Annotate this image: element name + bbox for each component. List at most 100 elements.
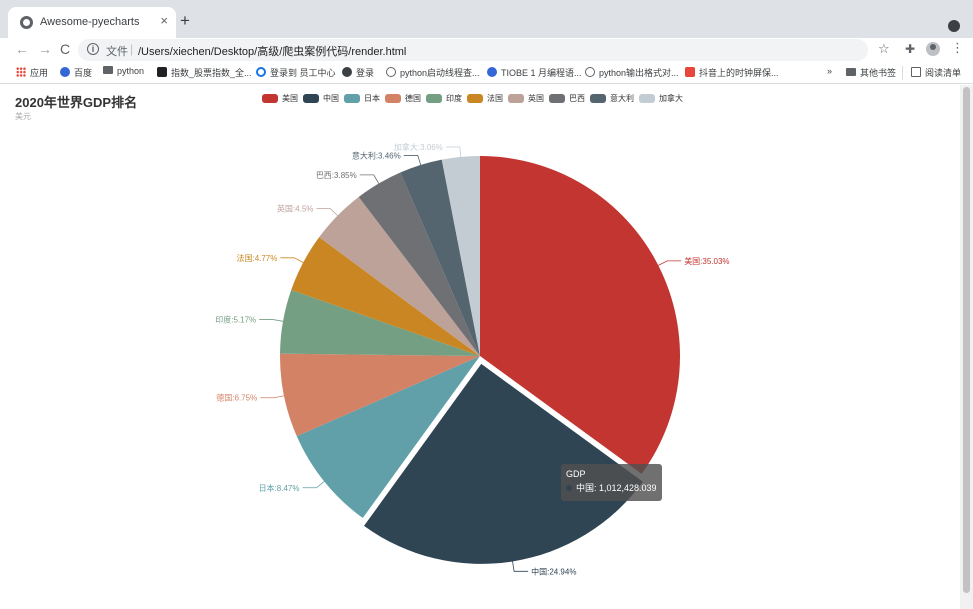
apps-grid-icon bbox=[16, 67, 26, 77]
pie-slice[interactable] bbox=[296, 356, 480, 519]
tab-title: Awesome-pyecharts bbox=[40, 16, 140, 28]
tooltip-series: GDP bbox=[566, 469, 586, 479]
login-icon bbox=[256, 67, 266, 77]
slice-label: 日本:8.47% bbox=[259, 483, 300, 493]
slice-leader-line bbox=[403, 155, 422, 166]
bookmark-other[interactable]: 其他书签 bbox=[846, 66, 896, 79]
bookmark-login[interactable]: 登录 bbox=[342, 66, 374, 79]
legend-item[interactable]: 美国 bbox=[262, 93, 298, 104]
pie-slice[interactable] bbox=[363, 363, 643, 564]
legend-label: 日本 bbox=[364, 93, 380, 103]
slice-label: 英国:4.5% bbox=[277, 204, 313, 214]
bookmarks-overflow-button[interactable]: » bbox=[827, 66, 833, 76]
legend-item[interactable]: 法国 bbox=[467, 93, 503, 104]
bookmark-star-icon[interactable]: ☆ bbox=[878, 41, 890, 56]
baidu-paw-icon bbox=[60, 67, 70, 77]
pie-slice[interactable] bbox=[280, 353, 480, 437]
bookmark-douyin-clock[interactable]: 抖音上的时钟屏保... bbox=[685, 66, 779, 79]
legend-item[interactable]: 印度 bbox=[426, 93, 462, 104]
script-icon bbox=[585, 67, 595, 77]
slice-label: 印度:5.17% bbox=[215, 315, 256, 325]
info-icon[interactable]: i bbox=[87, 43, 99, 55]
bookmark-tiobe[interactable]: TIOBE 1 月编程语... bbox=[487, 66, 582, 79]
pie-slice[interactable] bbox=[280, 289, 480, 356]
legend-item[interactable]: 意大利 bbox=[590, 93, 634, 104]
browser-toolbar: ← → C i 文件 | /Users/xiechen/Desktop/高级/爬… bbox=[0, 38, 973, 62]
slice-leader-line bbox=[260, 395, 285, 399]
legend-label: 印度 bbox=[446, 93, 462, 103]
slice-leader-line bbox=[316, 208, 338, 216]
slice-leader-line bbox=[445, 146, 462, 157]
tab-search-icon[interactable] bbox=[948, 20, 960, 32]
tooltip-color-dot bbox=[566, 485, 572, 491]
bookmark-python-folder[interactable]: python bbox=[103, 66, 144, 76]
legend-swatch bbox=[467, 93, 483, 103]
bookmarks-divider bbox=[902, 66, 903, 80]
site-icon bbox=[157, 67, 167, 77]
omnibox-separator: | bbox=[130, 42, 134, 56]
slice-label: 意大利:3.46% bbox=[352, 150, 401, 160]
legend-label: 美国 bbox=[282, 93, 298, 103]
bookmark-reading-list[interactable]: 阅读清单 bbox=[911, 66, 961, 79]
bookmark-apps[interactable]: 应用 bbox=[16, 66, 48, 79]
forward-button[interactable]: → bbox=[38, 41, 52, 57]
browser-menu-icon[interactable]: ⋮ bbox=[951, 40, 964, 55]
tooltip-value: 中国: 1,012,428.039 bbox=[566, 481, 662, 495]
pie-slice[interactable] bbox=[291, 237, 480, 356]
browser-tab[interactable]: Awesome-pyecharts × bbox=[8, 7, 176, 38]
slice-leader-line bbox=[512, 561, 529, 572]
reload-button[interactable]: C bbox=[60, 41, 71, 57]
legend-swatch bbox=[344, 93, 360, 103]
legend-swatch bbox=[262, 93, 278, 103]
legend-item[interactable]: 德国 bbox=[385, 93, 421, 104]
legend-item[interactable]: 英国 bbox=[508, 93, 544, 104]
legend-label: 中国 bbox=[323, 93, 339, 103]
bookmark-staff-center[interactable]: 登录到 员工中心 bbox=[256, 66, 336, 79]
pie-slice[interactable] bbox=[319, 196, 480, 356]
legend-swatch bbox=[508, 93, 524, 103]
bookmark-baidu[interactable]: 百度 bbox=[60, 66, 92, 79]
legend-swatch bbox=[590, 93, 606, 103]
pie-chart: 美国:35.03% 中国:24.94% 日本:8.47% 德国:6.75% 印度:5.1… bbox=[215, 142, 729, 576]
url-text[interactable]: /Users/xiechen/Desktop/高级/爬虫案例代码/render.… bbox=[138, 46, 407, 58]
legend-item[interactable]: 巴西 bbox=[549, 93, 585, 104]
legend-label: 巴西 bbox=[569, 93, 585, 103]
chart-tooltip: GDP 中国: 1,012,428.039 bbox=[561, 464, 662, 501]
profile-avatar[interactable] bbox=[926, 42, 940, 56]
back-button[interactable]: ← bbox=[15, 41, 29, 57]
pie-slice[interactable] bbox=[480, 156, 680, 474]
pie-slice[interactable] bbox=[358, 172, 480, 356]
globe-icon bbox=[342, 67, 352, 77]
reading-list-icon bbox=[911, 67, 921, 77]
new-tab-button[interactable]: + bbox=[180, 11, 190, 30]
slice-label: 加拿大:3.06% bbox=[394, 142, 443, 152]
chart-subtitle: 美元 bbox=[15, 112, 31, 121]
slice-leader-line bbox=[359, 174, 380, 184]
slice-leader-line bbox=[302, 481, 325, 489]
bookmark-python-format[interactable]: python输出格式对... bbox=[585, 66, 679, 79]
legend-item[interactable]: 加拿大 bbox=[639, 93, 683, 104]
legend-item[interactable]: 日本 bbox=[344, 93, 380, 104]
pie-slice[interactable] bbox=[400, 159, 480, 356]
close-tab-icon[interactable]: × bbox=[160, 13, 168, 28]
folder-icon bbox=[103, 66, 113, 74]
legend-label: 加拿大 bbox=[659, 93, 683, 103]
bookmarks-bar: 应用 百度 python 指数_股票指数_全... 登录到 员工中心 登录 py… bbox=[0, 62, 973, 84]
omnibox-file-label: 文件 bbox=[106, 46, 128, 58]
bookmark-stock-index[interactable]: 指数_股票指数_全... bbox=[157, 66, 252, 79]
script-icon bbox=[386, 67, 396, 77]
c-icon bbox=[685, 67, 695, 77]
pie-slice[interactable] bbox=[441, 156, 480, 356]
page-content: 2020年世界GDP排名 美元 美国 中国 日本 德国 印度 法国 英国 巴西 意大利 加拿大 美… bbox=[0, 85, 960, 609]
bookmark-python-thread[interactable]: python启动线程查... bbox=[386, 66, 480, 79]
scrollbar-thumb[interactable] bbox=[963, 87, 970, 593]
tab-strip: Awesome-pyecharts × + bbox=[0, 0, 973, 38]
chart-title: 2020年世界GDP排名 bbox=[15, 95, 138, 110]
slice-leader-line bbox=[280, 257, 304, 263]
baidu-paw-icon bbox=[487, 67, 497, 77]
legend-swatch bbox=[303, 93, 319, 103]
address-bar[interactable]: i 文件 | /Users/xiechen/Desktop/高级/爬虫案例代码/… bbox=[78, 39, 868, 61]
extensions-puzzle-icon[interactable]: ✚ bbox=[905, 42, 916, 56]
legend-item[interactable]: 中国 bbox=[303, 93, 339, 104]
page-scrollbar[interactable] bbox=[960, 85, 973, 609]
